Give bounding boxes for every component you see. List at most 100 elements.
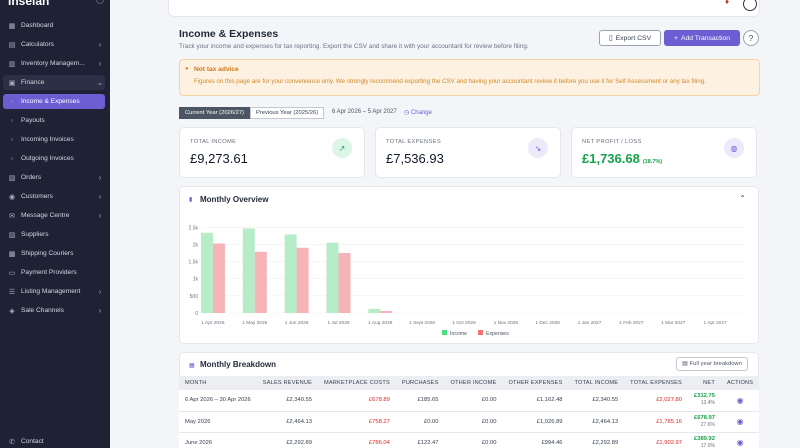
cell-other-income: £0.00 [444, 411, 503, 433]
net-percent: 17.0% [700, 442, 715, 448]
legend-label: Expenses [486, 331, 509, 337]
cell-total-expenses: £2,027.80 [624, 390, 688, 412]
cell-purchases: £0.00 [395, 411, 445, 433]
change-range-link[interactable]: ◷ Change [404, 109, 432, 116]
sidebar-item-inventory-managem[interactable]: ▥ Inventory Managem... › [3, 56, 105, 71]
column-header: OTHER EXPENSES [502, 376, 569, 390]
bar-expenses [212, 243, 225, 313]
view-row-button[interactable]: ◉ [720, 390, 760, 412]
previous-year-tab[interactable]: Previous Year (2025/26) [249, 107, 325, 119]
year-selector: Current Year (2026/27) Previous Year (20… [179, 107, 325, 119]
sidebar-toggle-button[interactable] [96, 0, 104, 4]
trend-down-icon: ↘ [528, 138, 548, 158]
channels-icon: ◈ [9, 307, 15, 315]
legend-swatch [478, 330, 483, 335]
export-csv-label: Export CSV [615, 34, 652, 42]
net-value: £312.75 [694, 393, 715, 400]
finance-icon: ▣ [8, 79, 16, 87]
sidebar-item-orders[interactable]: ▧ Orders › [3, 170, 105, 185]
help-button[interactable]: ? [743, 30, 759, 46]
sidebar-item-label: Customers [21, 193, 53, 200]
bar-income [200, 232, 213, 313]
brand-logo[interactable]: Inselan [8, 0, 50, 8]
sidebar-item-contact[interactable]: ✆ Contact [3, 434, 105, 448]
sidebar-item-message-centre[interactable]: ✉ Message Centre › [3, 208, 105, 223]
message-icon: ✉ [9, 212, 15, 220]
user-avatar[interactable] [743, 0, 757, 11]
bar-income [284, 234, 297, 313]
bar-expenses [380, 310, 393, 313]
notification-bell-icon[interactable]: ♦ [725, 0, 730, 6]
view-row-button[interactable]: ◉ [720, 432, 760, 448]
sidebar-item-label: Outgoing Invoices [21, 155, 74, 162]
sidebar-item-income-expenses[interactable]: ○ Income & Expenses [3, 94, 105, 109]
sidebar-item-incoming-invoices[interactable]: ○ Incoming Invoices [3, 132, 105, 147]
x-tick-label: 1 Apr 2026 [201, 320, 225, 326]
panel-title: Monthly Breakdown [200, 360, 277, 369]
cell-marketplace: £678.89 [318, 390, 396, 412]
sidebar-item-payouts[interactable]: ○ Payouts [3, 113, 105, 128]
export-csv-button[interactable]: ▯ Export CSV [599, 30, 661, 46]
net-percent: 27.6% [700, 421, 715, 428]
sidebar-item-suppliers[interactable]: ▨ Suppliers [3, 227, 105, 242]
chevron-icon: › [98, 40, 102, 49]
sidebar-item-label: Sale Channels [21, 307, 64, 314]
panel-title: Monthly Overview [200, 195, 269, 204]
x-tick-label: 1 Dec 2026 [535, 320, 560, 326]
sidebar-item-customers[interactable]: ◉ Customers › [3, 189, 105, 204]
sidebar-item-calculators[interactable]: ▤ Calculators › [3, 37, 105, 52]
cell-month: June 2026 [179, 432, 257, 448]
full-year-label: Full year breakdown [689, 361, 742, 367]
net-profit-percent: (18.7%) [642, 159, 663, 165]
sidebar-item-label: Payouts [21, 117, 45, 124]
sidebar-item-label: Calculators [21, 41, 54, 48]
current-year-tab[interactable]: Current Year (2026/27) [179, 107, 250, 119]
add-transaction-button[interactable]: + Add Transaction [664, 30, 740, 46]
card-value: £9,273.61 [190, 151, 248, 166]
page-title: Income & Expenses [179, 28, 279, 40]
sidebar-item-dashboard[interactable]: ▦ Dashboard [3, 18, 105, 33]
table-row: May 2026 £2,464.13 £758.27 £0.00 £0.00 £1,026… [179, 411, 760, 433]
cell-net: £678.97 27.6% [688, 411, 721, 433]
sidebar-item-shipping-couriers[interactable]: ▩ Shipping Couriers [3, 246, 105, 261]
alert-text: Figures on this page are for your conven… [194, 78, 706, 85]
change-label: Change [410, 110, 432, 116]
x-tick-label: 1 Mar 2027 [661, 320, 686, 326]
sidebar-item-listing-management[interactable]: ☰ Listing Management › [3, 284, 105, 299]
view-row-button[interactable]: ◉ [720, 411, 760, 433]
column-header: OTHER INCOME [444, 376, 503, 390]
cell-purchases: £185.65 [395, 390, 445, 412]
sidebar-item-label: Listing Management [21, 288, 81, 295]
sidebar-item-finance[interactable]: ▣ Finance ⌄ [3, 75, 105, 90]
x-tick-label: 1 Sept 2026 [409, 320, 435, 326]
dot-icon: ○ [10, 98, 14, 105]
sidebar-item-payment-providers[interactable]: ▭ Payment Providers [3, 265, 105, 280]
legend-swatch [442, 330, 447, 335]
full-year-breakdown-button[interactable]: ▤ Full year breakdown [676, 357, 748, 371]
x-tick-label: 1 Feb 2027 [619, 320, 644, 326]
column-header: ACTIONS [720, 376, 760, 390]
net-value: £389.92 [694, 435, 715, 442]
calendar-icon: ◷ [404, 110, 410, 116]
chevron-icon: › [98, 287, 102, 296]
card-label: NET PROFIT / LOSS [582, 139, 642, 145]
sidebar-item-outgoing-invoices[interactable]: ○ Outgoing Invoices [3, 151, 105, 166]
alert-title: Not tax advice [194, 66, 239, 73]
plus-icon: + [673, 34, 678, 42]
bar-expenses [338, 253, 351, 313]
chevron-icon: › [98, 173, 102, 182]
collapse-chevron-icon[interactable]: ⌃ [739, 194, 746, 203]
sidebar-item-sale-channels[interactable]: ◈ Sale Channels › [3, 303, 105, 318]
x-tick-label: 1 Oct 2026 [452, 320, 476, 326]
column-header: NET [688, 376, 721, 390]
sidebar-item-label: Contact [21, 438, 44, 445]
cell-total-income: £2,292.89 [568, 432, 625, 448]
bar-expenses [254, 251, 267, 313]
y-tick-label: 1.5k [189, 260, 199, 266]
chevron-icon: › [98, 192, 102, 201]
x-tick-label: 1 Aug 2026 [368, 320, 393, 326]
cell-total-income: £2,340.55 [568, 390, 625, 412]
net-percent: 13.4% [700, 400, 715, 407]
column-header: MONTH [179, 376, 257, 390]
dot-icon: ○ [10, 155, 14, 162]
